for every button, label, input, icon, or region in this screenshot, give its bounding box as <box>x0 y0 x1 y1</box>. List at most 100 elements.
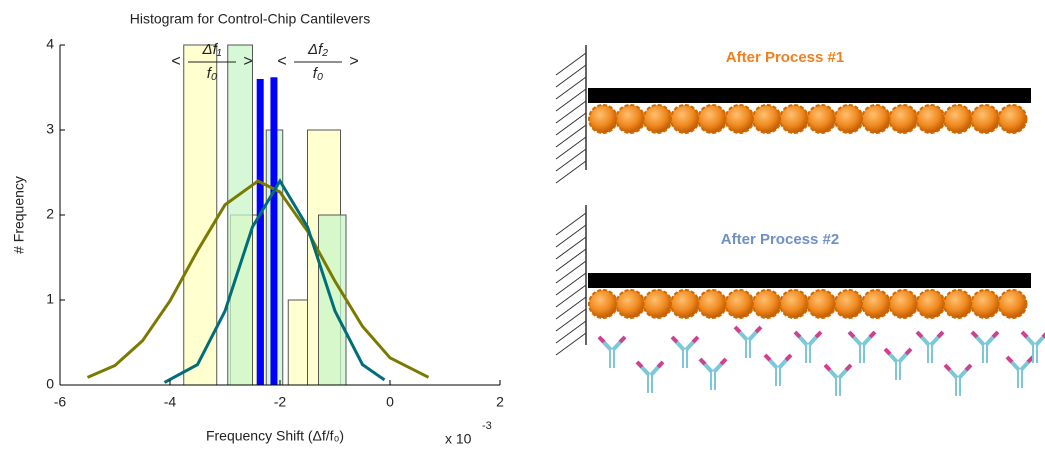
antibody-tip <box>906 349 911 354</box>
antibody-tip <box>735 327 740 332</box>
wall-hatch <box>556 77 586 99</box>
protein <box>917 105 945 133</box>
histogram-bar <box>228 45 253 385</box>
antibody-tip <box>795 332 800 337</box>
antibody-tip <box>756 327 761 332</box>
y-tick-label: 3 <box>46 121 54 137</box>
protein <box>944 105 972 133</box>
antibody <box>637 362 663 393</box>
antibody-tip <box>945 365 950 370</box>
protein <box>726 105 754 133</box>
protein <box>753 290 781 318</box>
protein <box>835 290 863 318</box>
protein <box>671 290 699 318</box>
protein <box>944 290 972 318</box>
antibody <box>599 337 625 368</box>
wall-hatch <box>556 225 586 247</box>
protein <box>999 290 1027 318</box>
x-multiplier: x 10 <box>445 431 472 447</box>
antibody <box>700 359 726 390</box>
chart-title: Histogram for Control-Chip Cantilevers <box>130 11 370 27</box>
protein <box>726 290 754 318</box>
protein <box>698 290 726 318</box>
x-tick-label: 0 <box>386 394 394 410</box>
protein <box>971 105 999 133</box>
protein <box>807 105 835 133</box>
antibody-tip <box>993 332 998 337</box>
antibody-tip <box>825 365 830 370</box>
antibody-tip <box>1007 357 1012 362</box>
protein <box>835 105 863 133</box>
antibody <box>672 337 698 368</box>
wall-hatch <box>556 137 586 159</box>
protein <box>589 290 617 318</box>
antibody <box>735 327 761 358</box>
annotation-bracket: < <box>277 53 286 70</box>
antibody <box>765 355 791 386</box>
protein <box>671 105 699 133</box>
annotation-denominator: f₀ <box>313 65 324 82</box>
protein <box>753 105 781 133</box>
protein <box>862 105 890 133</box>
wall-hatch <box>556 53 586 75</box>
protein <box>616 105 644 133</box>
antibody-tip <box>972 332 977 337</box>
x-exponent: -3 <box>482 420 492 432</box>
y-tick-label: 4 <box>46 36 54 52</box>
antibody-tip <box>700 359 705 364</box>
wall-hatch <box>556 297 586 319</box>
protein <box>780 290 808 318</box>
antibody-tip <box>599 337 604 342</box>
mean-bar <box>257 79 264 385</box>
antibody-tip <box>870 332 875 337</box>
x-tick-label: -4 <box>164 394 177 410</box>
antibody-tip <box>765 355 770 360</box>
antibody <box>795 332 821 363</box>
protein <box>862 290 890 318</box>
annotation-numerator: Δf₁ <box>202 41 222 58</box>
antibody-tip <box>938 332 943 337</box>
wall-hatch <box>556 333 586 355</box>
annotation-denominator: f₀ <box>207 65 218 82</box>
annotation-bracket: < <box>171 53 180 70</box>
wall-hatch <box>556 261 586 283</box>
antibody-tip <box>1022 332 1027 337</box>
mean-bar <box>270 77 277 385</box>
wall-hatch <box>556 285 586 307</box>
protein <box>889 105 917 133</box>
wall-hatch <box>556 125 586 147</box>
histogram-bar <box>288 300 307 385</box>
cantilever <box>588 273 1031 288</box>
chart: Histogram for Control-Chip Cantilevers F… <box>11 11 504 447</box>
antibody <box>885 349 911 380</box>
wall-hatch <box>556 237 586 259</box>
annotation-bracket: > <box>243 53 252 70</box>
y-tick-label: 0 <box>46 376 54 392</box>
wall-hatch <box>556 65 586 87</box>
protein <box>807 290 835 318</box>
wall-hatch <box>556 213 586 235</box>
diagram: After Process #1 After Process #2 <box>556 45 1045 396</box>
antibody-tip <box>721 359 726 364</box>
wall-hatch <box>556 249 586 271</box>
antibody-tip <box>786 355 791 360</box>
protein <box>999 105 1027 133</box>
protein <box>698 105 726 133</box>
figure: Histogram for Control-Chip Cantilevers F… <box>0 0 1045 456</box>
antibody-tip <box>917 332 922 337</box>
wall-hatch <box>556 273 586 295</box>
panel-label: After Process #2 <box>721 231 839 248</box>
protein <box>616 290 644 318</box>
wall-hatch <box>556 113 586 135</box>
protein <box>780 105 808 133</box>
cantilever <box>588 88 1031 103</box>
antibody-tip <box>885 349 890 354</box>
protein <box>644 290 672 318</box>
panel-label: After Process #1 <box>726 49 844 66</box>
antibody-tip <box>966 365 971 370</box>
annotation-bracket: > <box>349 53 358 70</box>
protein <box>889 290 917 318</box>
antibody <box>1007 357 1033 388</box>
wall-hatch <box>556 101 586 123</box>
antibody-tip <box>816 332 821 337</box>
